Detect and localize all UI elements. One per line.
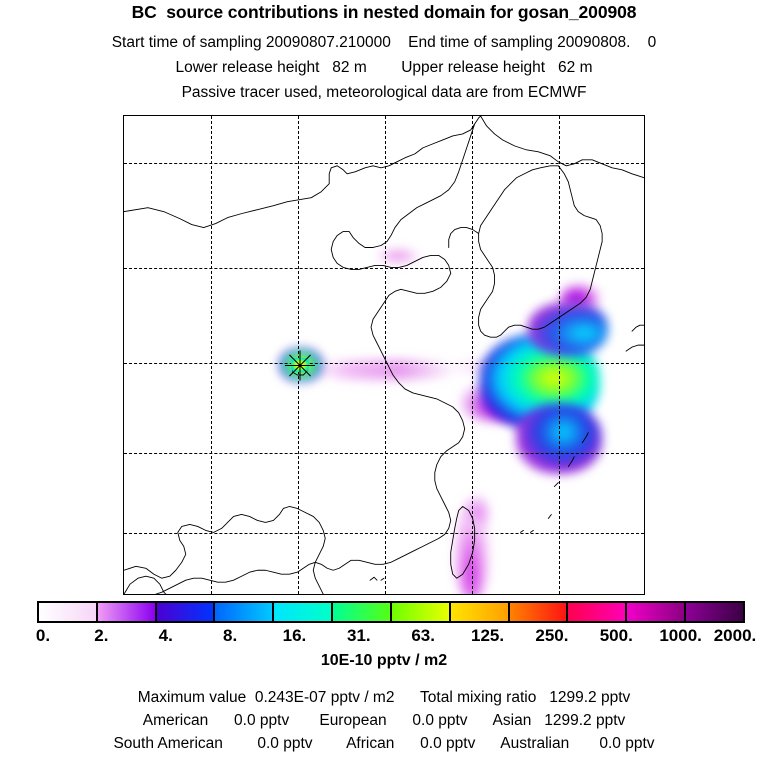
plume-taiwan-north xyxy=(464,496,490,530)
map-plot-panel xyxy=(123,115,645,595)
colorbar-tick: 16. xyxy=(282,626,307,645)
colorbar-segment xyxy=(95,603,155,621)
release-heights-line: Lower release height 82 m Upper release … xyxy=(175,59,593,76)
colorbar-segment xyxy=(625,603,685,621)
gridline-vertical xyxy=(211,116,212,594)
colorbar-segment xyxy=(39,603,96,621)
gridline-horizontal xyxy=(124,163,644,164)
gridline-vertical xyxy=(385,116,386,594)
colorbar-tick: 250. xyxy=(535,626,569,645)
page-title: BC source contributions in nested domain… xyxy=(131,2,637,22)
colorbar-segment xyxy=(331,603,390,621)
colorbar-gradient xyxy=(37,601,745,623)
colorbar-tick: 31. xyxy=(346,626,371,645)
contributions-row-2: South American 0.0 pptv African 0.0 pptv… xyxy=(113,735,655,752)
colorbar-segment xyxy=(389,603,449,621)
gridline-horizontal xyxy=(124,453,644,454)
contributions-row-1: American 0.0 pptv European 0.0 pptv Asia… xyxy=(142,712,626,729)
sampling-times-line: Start time of sampling 20090807.210000 E… xyxy=(111,34,657,51)
gridline-vertical xyxy=(298,116,299,594)
colorbar-tick: 63. xyxy=(411,626,435,645)
colorbar-segment xyxy=(154,603,214,621)
colorbar-tick: 1000. xyxy=(659,626,702,645)
gridline-vertical xyxy=(559,116,560,594)
colorbar-unit-label: 10E-10 pptv / m2 xyxy=(320,652,448,669)
coastline-overlay xyxy=(124,116,644,594)
colorbar-tick: 2000. xyxy=(713,626,757,645)
colorbar-tick: 8. xyxy=(222,626,238,645)
colorbar-segment xyxy=(566,603,626,621)
colorbar-tick: 4. xyxy=(158,626,173,645)
marker-ray xyxy=(285,365,315,366)
release-site-marker xyxy=(285,350,315,381)
colorbar-segment xyxy=(448,603,508,621)
colorbar xyxy=(37,601,745,623)
colorbar-segment xyxy=(272,603,332,621)
max-value-line: Maximum value 0.243E-07 pptv / m2 Total … xyxy=(137,689,631,706)
gridline-horizontal xyxy=(124,363,644,364)
colorbar-segment xyxy=(684,603,743,621)
gridline-horizontal xyxy=(124,268,644,269)
colorbar-tick: 125. xyxy=(470,626,505,645)
plume-bohai xyxy=(377,248,419,264)
colorbar-tick-labels: 0. 2. 4. 8. 16. 31. 63. 125. 250. 500. 1000. 2000. xyxy=(0,626,768,648)
map-canvas xyxy=(124,116,644,594)
colorbar-segment xyxy=(213,603,273,621)
colorbar-tick: 2. xyxy=(94,626,109,645)
gridline-horizontal xyxy=(124,533,644,534)
colorbar-tick: 500. xyxy=(599,626,633,645)
colorbar-segment xyxy=(507,603,567,621)
gridline-vertical xyxy=(472,116,473,594)
tracer-meteo-line: Passive tracer used, meteorological data… xyxy=(181,84,587,101)
colorbar-tick: 0. xyxy=(35,626,51,645)
